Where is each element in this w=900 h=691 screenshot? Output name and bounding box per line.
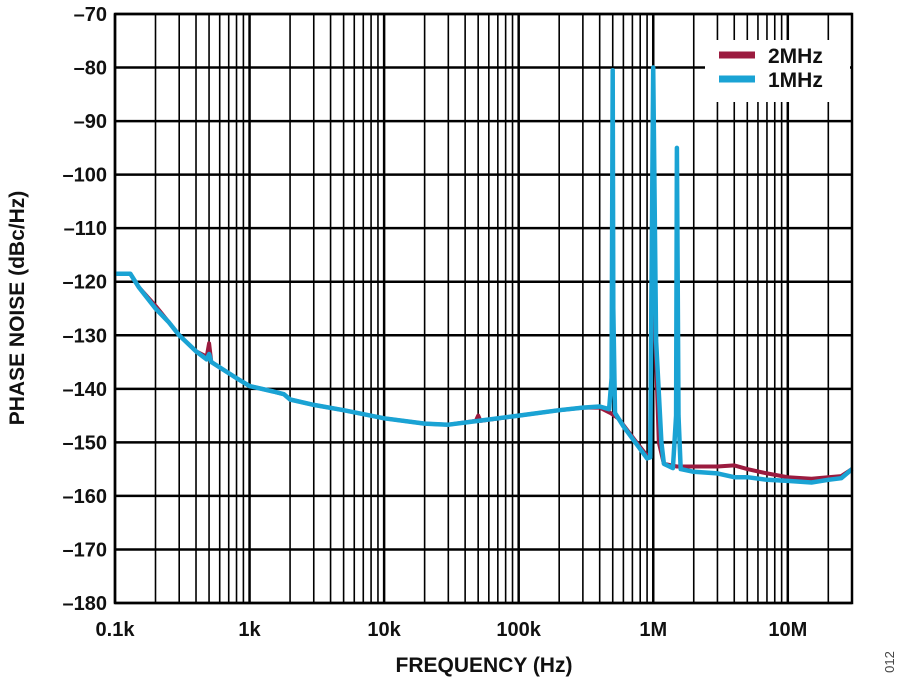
- x-axis-label: FREQUENCY (Hz): [396, 654, 573, 677]
- series-group: [115, 65, 854, 485]
- y-tick-label: –120: [63, 272, 108, 294]
- x-tick-label: 10k: [367, 619, 401, 641]
- x-tick-labels: 0.1k 1k 10k 100k 1M 10M: [96, 619, 808, 641]
- plot-frame: [113, 12, 854, 605]
- legend-label-1mhz: 1MHz: [768, 69, 823, 92]
- x-tick-label: 100k: [496, 619, 541, 641]
- legend-label-2mhz: 2MHz: [768, 45, 823, 68]
- x-tick-label: 10M: [768, 619, 807, 641]
- legend: 2MHz 1MHz: [705, 40, 850, 102]
- grid: [113, 12, 853, 605]
- legend-background: [705, 40, 850, 102]
- x-tick-label: 1k: [238, 619, 261, 641]
- y-tick-label: –170: [63, 539, 108, 561]
- y-tick-label: –160: [63, 486, 108, 508]
- y-tick-label: –110: [64, 218, 107, 240]
- y-axis-label: PHASE NOISE (dBc/Hz): [6, 191, 29, 426]
- y-tick-label: –80: [74, 58, 107, 80]
- y-tick-label: –90: [74, 111, 107, 133]
- y-tick-label: –180: [63, 593, 108, 615]
- y-tick-label: –140: [63, 379, 108, 401]
- y-tick-labels: –70 –80 –90 –100 –110 –120 –130 –140 –150 –160 –17…: [63, 4, 108, 615]
- x-tick-label: 1M: [639, 619, 667, 641]
- series-line-1mhz: [115, 65, 854, 485]
- y-tick-label: –70: [74, 4, 107, 26]
- y-tick-label: –100: [63, 165, 108, 187]
- figure-code: 012: [882, 651, 897, 673]
- y-tick-label: –130: [63, 325, 108, 347]
- y-tick-label: –150: [63, 432, 108, 454]
- x-tick-label: 0.1k: [96, 619, 136, 641]
